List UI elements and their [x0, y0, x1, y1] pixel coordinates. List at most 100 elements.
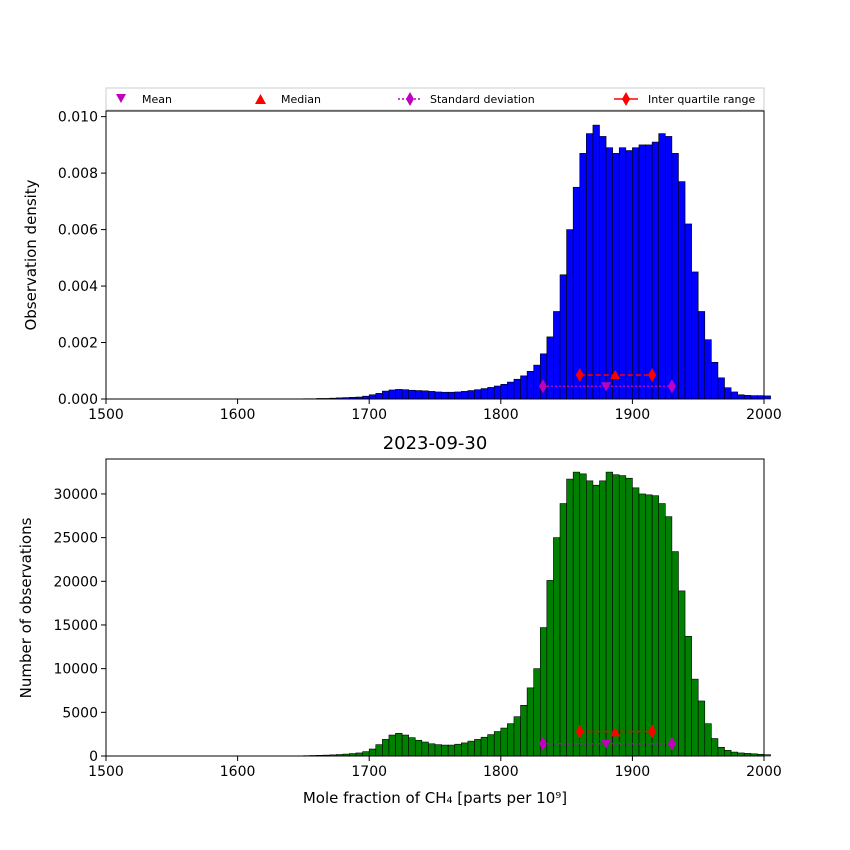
histogram-bar [724, 387, 732, 400]
y-tick-label: 0.010 [58, 110, 98, 126]
y-tick-label: 0.000 [58, 392, 98, 408]
x-tick-label: 1500 [88, 764, 124, 780]
histogram-bar [704, 723, 712, 757]
histogram-bar [434, 391, 442, 400]
histogram-bar [513, 716, 521, 757]
histogram-bar [632, 147, 640, 400]
legend-label-standard-deviation: Standard deviation [430, 93, 535, 106]
histogram-bar [441, 391, 449, 400]
histogram-bar [711, 738, 719, 757]
histogram-bar [467, 390, 475, 400]
histogram-bar [382, 390, 390, 400]
iqr-diamond-icon [622, 92, 630, 106]
density-bars [303, 124, 771, 400]
histogram-bar [697, 700, 706, 757]
histogram-bar [651, 495, 660, 757]
histogram-bar [763, 754, 771, 757]
histogram-bar [645, 494, 653, 757]
density-x-ticks: 1500 1600 1700 1800 1900 2000 [88, 399, 782, 423]
histogram-bar [533, 364, 541, 400]
legend-item-standard-deviation: Standard deviation [398, 92, 535, 106]
histogram-bar [474, 739, 482, 757]
count-axes-frame [105, 458, 765, 757]
histogram-bar [500, 384, 508, 400]
histogram-bar [704, 339, 712, 400]
histogram-bar [730, 391, 738, 400]
histogram-bar [454, 743, 462, 757]
histogram-bar [428, 743, 436, 757]
count-histogram: 2023-09-30 1500 1600 1700 1800 1900 2000 0 500… [17, 433, 782, 807]
histogram-bar [743, 395, 752, 400]
density-axes-frame [105, 110, 765, 400]
histogram-bar [487, 387, 495, 400]
histogram-bar [447, 744, 456, 757]
histogram-bar [638, 493, 646, 757]
y-tick-label: 5000 [62, 705, 98, 721]
histogram-bar [651, 141, 660, 400]
legend-item-median: Median [255, 93, 321, 106]
histogram-bar [579, 473, 587, 757]
histogram-bar [625, 150, 633, 400]
histogram-bar [553, 537, 561, 757]
histogram-bar [526, 371, 534, 400]
histogram-bar [572, 471, 581, 757]
histogram-bar [684, 636, 692, 757]
histogram-bar [474, 389, 482, 400]
histogram-bar [618, 475, 627, 757]
median-marker-icon [255, 94, 266, 104]
x-tick-label: 1900 [615, 407, 651, 423]
histogram-bar [658, 503, 666, 757]
histogram-bar [414, 390, 423, 400]
histogram-bar [678, 590, 686, 757]
iqr-q3-marker [648, 724, 657, 739]
histogram-bar [645, 144, 653, 400]
x-tick-label: 2000 [746, 764, 782, 780]
mean-marker-icon [116, 94, 126, 103]
std-diamond-icon [406, 92, 414, 106]
histogram-bar [592, 484, 600, 757]
histogram-bar [513, 378, 521, 400]
density-histogram: 1500 1600 1700 1800 1900 2000 0.000 0.002 0.004… [22, 110, 782, 423]
y-tick-label: 30000 [53, 487, 98, 503]
mean-marker [601, 382, 612, 392]
median-marker [610, 370, 621, 379]
y-tick-label: 15000 [53, 618, 98, 634]
histogram-bar [533, 668, 541, 757]
std-high-marker [667, 736, 676, 751]
histogram-bar [480, 388, 488, 400]
iqr-q1-marker [575, 368, 584, 382]
count-y-ticks: 0 5000 10000 15000 20000 25000 30000 [53, 487, 106, 765]
histogram-bar [612, 153, 620, 400]
y-tick-label: 0.008 [58, 166, 98, 182]
histogram-bar [559, 503, 567, 757]
histogram-bar [671, 153, 679, 400]
x-tick-label: 2000 [746, 407, 782, 423]
std-high-marker [667, 379, 676, 394]
histogram-bar [605, 471, 613, 757]
histogram-bar [586, 133, 594, 400]
histogram-bar [388, 389, 396, 400]
histogram-bar [724, 750, 732, 757]
histogram-bar [441, 744, 449, 757]
histogram-bar [671, 551, 679, 757]
histogram-bar [546, 336, 554, 400]
histogram-bar [711, 361, 719, 400]
y-tick-label: 0.006 [58, 223, 98, 239]
histogram-bar [691, 678, 699, 757]
legend-label-mean: Mean [142, 93, 172, 106]
histogram-bar [632, 487, 640, 757]
histogram-bar [487, 734, 495, 757]
histogram-bar [664, 516, 673, 757]
histogram-bar [467, 740, 475, 757]
count-x-axis-label: Mole fraction of CH₄ [parts per 10⁹] [303, 789, 567, 807]
histogram-bar [717, 746, 725, 757]
y-tick-label: 10000 [53, 662, 98, 678]
histogram-bar [599, 136, 607, 400]
histogram-bar [461, 742, 469, 757]
count-x-ticks: 1500 1600 1700 1800 1900 2000 [88, 756, 782, 780]
histogram-bar [507, 381, 515, 400]
count-chart-title: 2023-09-30 [383, 433, 488, 454]
iqr-q3-marker [648, 368, 657, 382]
x-tick-label: 1700 [351, 407, 387, 423]
